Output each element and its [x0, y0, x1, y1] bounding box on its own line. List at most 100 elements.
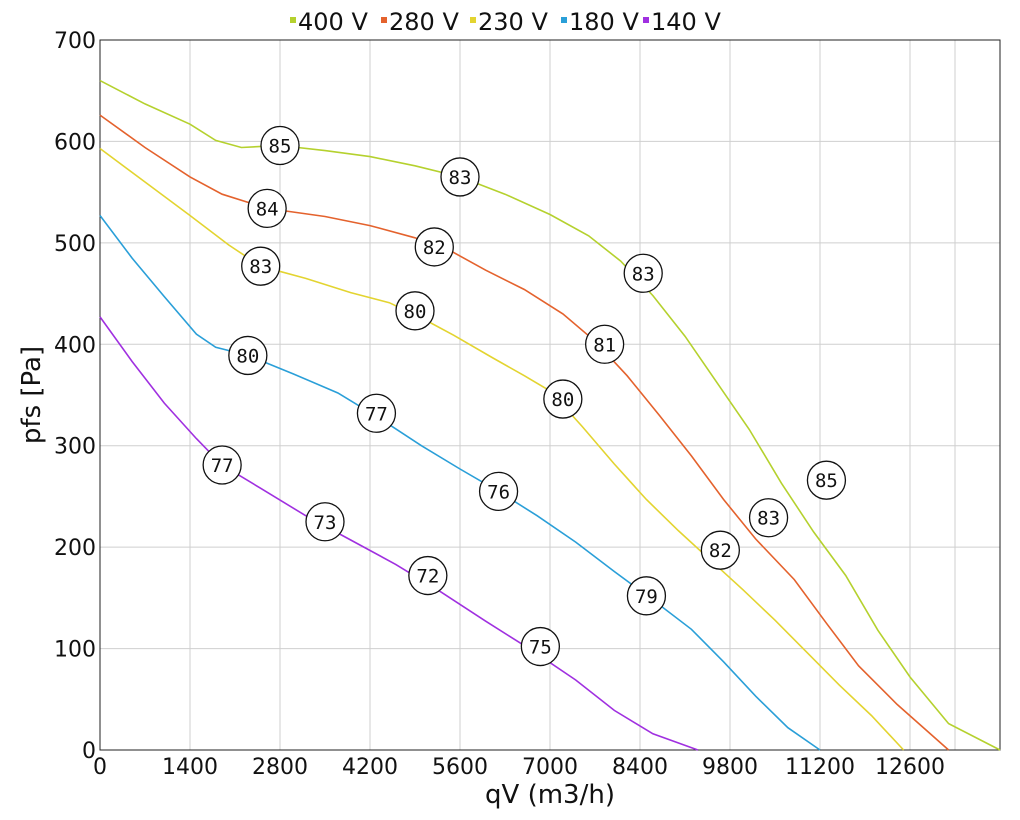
x-axis-title: qV (m3/h) — [485, 780, 615, 810]
x-tick-label: 9800 — [702, 755, 758, 780]
efficiency-marker-circle — [305, 502, 345, 542]
efficiency-marker-circle — [440, 157, 480, 197]
x-tick-label: 12600 — [875, 755, 945, 780]
x-tick-label: 0 — [93, 755, 107, 780]
plot-frame — [99, 39, 1001, 751]
efficiency-marker: 80 — [228, 335, 268, 376]
efficiency-marker-circle — [623, 253, 663, 293]
x-tick-label: 2800 — [252, 755, 308, 780]
legend-item[interactable]: 400 V — [290, 8, 368, 36]
legend-label: 230 V — [478, 8, 548, 36]
efficiency-marker-label: 77 — [365, 403, 388, 425]
legend-swatch — [561, 17, 567, 23]
efficiency-marker-circle — [584, 324, 625, 364]
efficiency-marker-label: 82 — [423, 237, 446, 259]
efficiency-marker-circle — [626, 576, 667, 616]
y-tick-label: 100 — [54, 638, 96, 663]
legend-swatch — [643, 17, 649, 23]
efficiency-marker-circle — [414, 227, 454, 267]
efficiency-marker: 79 — [626, 576, 667, 616]
efficiency-marker-label: 83 — [249, 256, 272, 278]
x-tick-label: 5600 — [432, 755, 488, 780]
legend-label: 400 V — [298, 8, 368, 36]
efficiency-marker-label: 73 — [314, 512, 337, 534]
efficiency-marker-label: 76 — [487, 481, 510, 503]
legend[interactable]: 400 V 280 V 230 V 180 V 140 V — [290, 8, 721, 36]
efficiency-marker-label: 72 — [416, 566, 439, 588]
efficiency-marker: 83 — [241, 246, 281, 286]
efficiency-marker-circle — [520, 626, 561, 667]
x-tick-label: 1400 — [162, 755, 218, 780]
legend-item[interactable]: 230 V — [470, 8, 548, 36]
y-axis-title: pfs [Pa] — [17, 346, 47, 444]
efficiency-marker-circle — [395, 291, 435, 331]
legend-label: 180 V — [569, 8, 639, 36]
x-tick-label: 8400 — [612, 755, 668, 780]
efficiency-marker-label: 80 — [236, 345, 259, 367]
y-tick-label: 0 — [82, 739, 96, 764]
efficiency-marker-circle — [700, 530, 741, 570]
efficiency-marker-circle — [806, 460, 847, 500]
efficiency-marker: 84 — [247, 188, 287, 229]
efficiency-marker-label: 80 — [404, 301, 427, 323]
legend-swatch — [290, 17, 296, 23]
legend-label: 280 V — [389, 8, 459, 36]
efficiency-marker: 85 — [260, 125, 300, 166]
y-tick-label: 500 — [54, 232, 96, 257]
y-tick-label: 400 — [54, 333, 96, 358]
legend-swatch — [381, 17, 387, 23]
efficiency-marker-label: 79 — [635, 586, 658, 608]
legend-label: 140 V — [651, 8, 721, 36]
efficiency-marker: 80 — [395, 291, 435, 331]
efficiency-marker: 75 — [520, 626, 561, 667]
efficiency-marker-label: 75 — [529, 637, 552, 659]
efficiency-marker: 76 — [478, 471, 519, 512]
efficiency-marker: 72 — [408, 555, 448, 596]
efficiency-marker-circle — [748, 498, 789, 538]
efficiency-marker: 83 — [440, 157, 480, 197]
marker-layer: 85 83 83 85 84 82 81 83 83 80 80 82 80 77 76 79 77 73 72 75 — [202, 125, 847, 667]
efficiency-marker: 83 — [623, 253, 663, 293]
x-tick-label: 4200 — [342, 755, 398, 780]
x-tick-label: 7000 — [522, 755, 578, 780]
efficiency-marker: 82 — [700, 530, 741, 570]
efficiency-marker-label: 85 — [269, 135, 292, 157]
x-tick-label: 11200 — [785, 755, 855, 780]
efficiency-marker: 82 — [414, 227, 454, 267]
legend-swatch — [470, 17, 476, 23]
series-line-0 — [99, 79, 1001, 751]
series-line-4 — [99, 316, 699, 751]
legend-item[interactable]: 140 V — [643, 8, 721, 36]
efficiency-marker: 85 — [806, 460, 847, 500]
efficiency-marker-label: 83 — [449, 167, 472, 189]
efficiency-marker: 80 — [543, 379, 583, 419]
efficiency-marker-circle — [260, 125, 300, 166]
legend-item[interactable]: 180 V — [561, 8, 639, 36]
y-tick-label: 700 — [54, 29, 96, 54]
efficiency-marker-circle — [202, 445, 242, 485]
efficiency-marker-circle — [228, 335, 268, 376]
efficiency-marker-label: 85 — [815, 470, 838, 492]
efficiency-marker-circle — [543, 379, 583, 419]
series-line-3 — [99, 215, 821, 751]
efficiency-marker: 81 — [584, 324, 625, 364]
efficiency-marker-label: 83 — [757, 508, 780, 530]
legend-item[interactable]: 280 V — [381, 8, 459, 36]
efficiency-marker-label: 83 — [632, 263, 655, 285]
efficiency-marker-circle — [478, 471, 519, 512]
efficiency-marker-label: 80 — [551, 389, 574, 411]
efficiency-marker-circle — [247, 188, 287, 229]
efficiency-marker: 83 — [748, 498, 789, 538]
efficiency-marker-label: 81 — [593, 334, 616, 356]
efficiency-marker-label: 77 — [211, 455, 234, 477]
efficiency-marker-label: 82 — [709, 540, 732, 562]
efficiency-marker-circle — [408, 555, 448, 596]
efficiency-marker-circle — [356, 393, 397, 433]
efficiency-marker: 77 — [202, 445, 242, 485]
efficiency-marker-label: 84 — [256, 198, 279, 220]
efficiency-marker-circle — [241, 246, 281, 286]
efficiency-marker: 77 — [356, 393, 397, 433]
y-tick-label: 300 — [54, 435, 96, 460]
efficiency-marker: 73 — [305, 502, 345, 542]
